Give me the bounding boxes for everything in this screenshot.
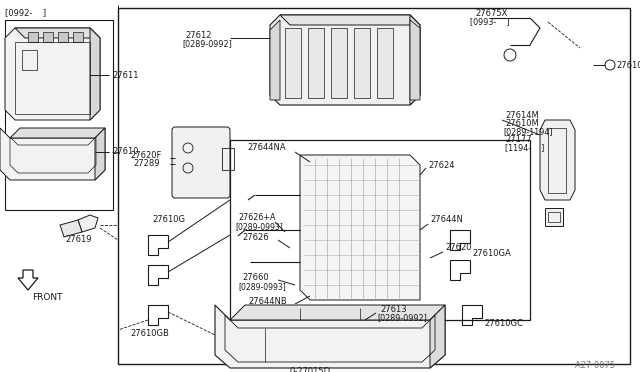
Polygon shape	[90, 28, 100, 120]
Polygon shape	[270, 15, 420, 105]
Polygon shape	[78, 215, 98, 232]
Text: 27610: 27610	[112, 148, 138, 157]
Text: 27626: 27626	[242, 234, 269, 243]
Bar	[5, 20, 113, 210]
Text: [0289-0992]: [0289-0992]	[182, 39, 232, 48]
Polygon shape	[430, 305, 445, 368]
Bar	[548, 128, 566, 193]
Bar	[118, 8, 630, 364]
Polygon shape	[10, 128, 105, 138]
Polygon shape	[300, 155, 420, 300]
Polygon shape	[230, 305, 445, 320]
Polygon shape	[270, 20, 280, 100]
Bar	[548, 212, 560, 222]
Text: 27619: 27619	[65, 235, 92, 244]
Polygon shape	[60, 220, 82, 237]
Text: 27675X: 27675X	[475, 10, 508, 19]
Bar	[545, 208, 563, 226]
Polygon shape	[95, 128, 105, 180]
Polygon shape	[215, 305, 445, 368]
Polygon shape	[28, 32, 38, 42]
Text: [0992-    ]: [0992- ]	[5, 9, 46, 17]
Text: 27610GB: 27610GB	[130, 328, 169, 337]
Text: 27289: 27289	[133, 160, 159, 169]
FancyBboxPatch shape	[172, 127, 230, 198]
Text: [0289-0993]: [0289-0993]	[235, 222, 283, 231]
Text: 27624: 27624	[428, 160, 454, 170]
Text: 27610B: 27610B	[616, 61, 640, 70]
Text: 27610G: 27610G	[152, 215, 185, 224]
Text: 27644NA: 27644NA	[247, 144, 285, 153]
Polygon shape	[73, 32, 83, 42]
Text: 27611: 27611	[112, 71, 138, 80]
Text: 27620: 27620	[445, 244, 472, 253]
Text: 27610GA: 27610GA	[472, 248, 511, 257]
Text: 27613: 27613	[380, 305, 406, 314]
Polygon shape	[280, 15, 420, 25]
Text: 27177: 27177	[505, 135, 532, 144]
Polygon shape	[308, 28, 324, 98]
Text: 27644N: 27644N	[430, 215, 463, 224]
Polygon shape	[410, 20, 420, 100]
Text: [0289-0993]: [0289-0993]	[238, 282, 285, 292]
Bar	[22, 50, 37, 70]
Text: [0289-1194]: [0289-1194]	[503, 128, 552, 137]
Polygon shape	[410, 15, 420, 105]
Polygon shape	[354, 28, 370, 98]
Text: [0993-    ]: [0993- ]	[470, 17, 509, 26]
Polygon shape	[43, 32, 53, 42]
Text: FRONT: FRONT	[32, 294, 63, 302]
Polygon shape	[5, 28, 100, 120]
Text: [0289-0992]: [0289-0992]	[377, 314, 427, 323]
Text: A27 0075: A27 0075	[575, 362, 615, 371]
Polygon shape	[377, 28, 393, 98]
Text: 27644NB: 27644NB	[248, 298, 287, 307]
Bar	[15, 42, 90, 114]
Polygon shape	[331, 28, 347, 98]
Text: 27614M: 27614M	[505, 110, 539, 119]
Polygon shape	[540, 120, 575, 200]
Polygon shape	[15, 28, 100, 38]
Polygon shape	[58, 32, 68, 42]
Text: [1194-    ]: [1194- ]	[505, 144, 545, 153]
Text: 27612: 27612	[185, 31, 211, 39]
Text: 0-27015D: 0-27015D	[289, 368, 331, 372]
Text: 27626+A: 27626+A	[238, 214, 275, 222]
Bar	[230, 140, 530, 320]
Text: 27610GC: 27610GC	[484, 318, 523, 327]
Polygon shape	[0, 128, 105, 180]
Text: 27610M: 27610M	[505, 119, 539, 128]
Bar	[222, 148, 234, 170]
Text: 27660: 27660	[242, 273, 269, 282]
Polygon shape	[285, 28, 301, 98]
Text: 27620F: 27620F	[130, 151, 161, 160]
